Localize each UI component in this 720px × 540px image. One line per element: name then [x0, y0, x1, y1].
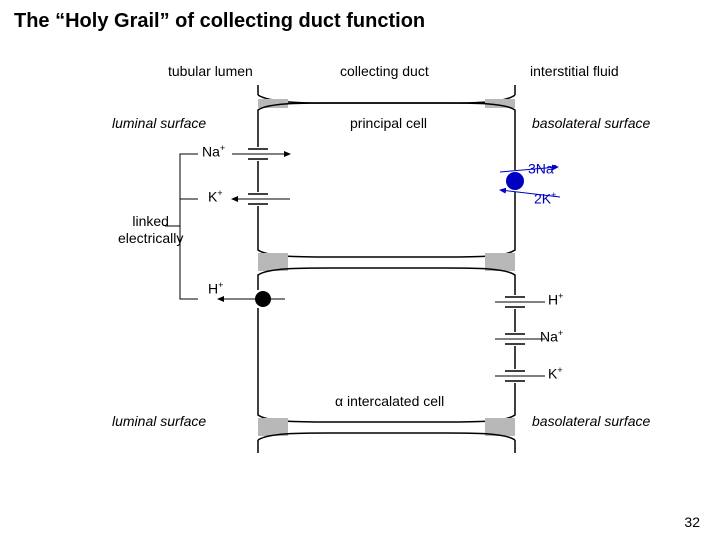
diagram-container: tubular lumen collecting duct interstiti…	[0, 55, 720, 485]
page-number: 32	[684, 514, 700, 530]
page-title: The “Holy Grail” of collecting duct func…	[14, 10, 425, 33]
diagram-svg	[0, 55, 720, 485]
